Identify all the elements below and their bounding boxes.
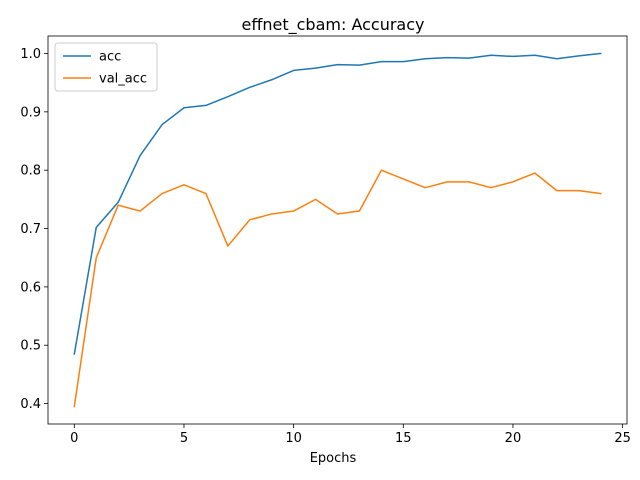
- plot-area: 0 5 10 15 20 25 0.4 0.5 0.6 0.7 0.8 0.9 1.0 acc val_ac…: [20, 35, 631, 446]
- y-tick-label: 0.8: [20, 164, 41, 179]
- x-axis-title: Epochs: [310, 451, 357, 466]
- y-tick-label: 0.9: [20, 105, 41, 120]
- y-tick-label: 0.4: [20, 397, 41, 412]
- series-line-val_acc: [73, 169, 602, 408]
- legend-label-val_acc: val_acc: [99, 72, 147, 87]
- x-tick-label: 0: [70, 431, 78, 446]
- x-tick-label: 25: [614, 431, 631, 446]
- legend-box: [54, 42, 158, 92]
- legend: acc val_acc: [54, 42, 158, 92]
- y-tick-label: 1.0: [20, 47, 41, 62]
- chart-title: effnet_cbam: Accuracy: [242, 15, 425, 35]
- series-line-acc: [73, 52, 602, 355]
- axes-frame: [47, 35, 628, 425]
- x-tick-label: 15: [395, 431, 412, 446]
- legend-label-acc: acc: [99, 50, 121, 65]
- y-tick-label: 0.7: [20, 222, 41, 237]
- x-tick-label: 5: [180, 431, 188, 446]
- y-tick-label: 0.6: [20, 280, 41, 295]
- x-tick-label: 20: [505, 431, 522, 446]
- y-tick-label: 0.5: [20, 339, 41, 354]
- x-tick-label: 10: [285, 431, 302, 446]
